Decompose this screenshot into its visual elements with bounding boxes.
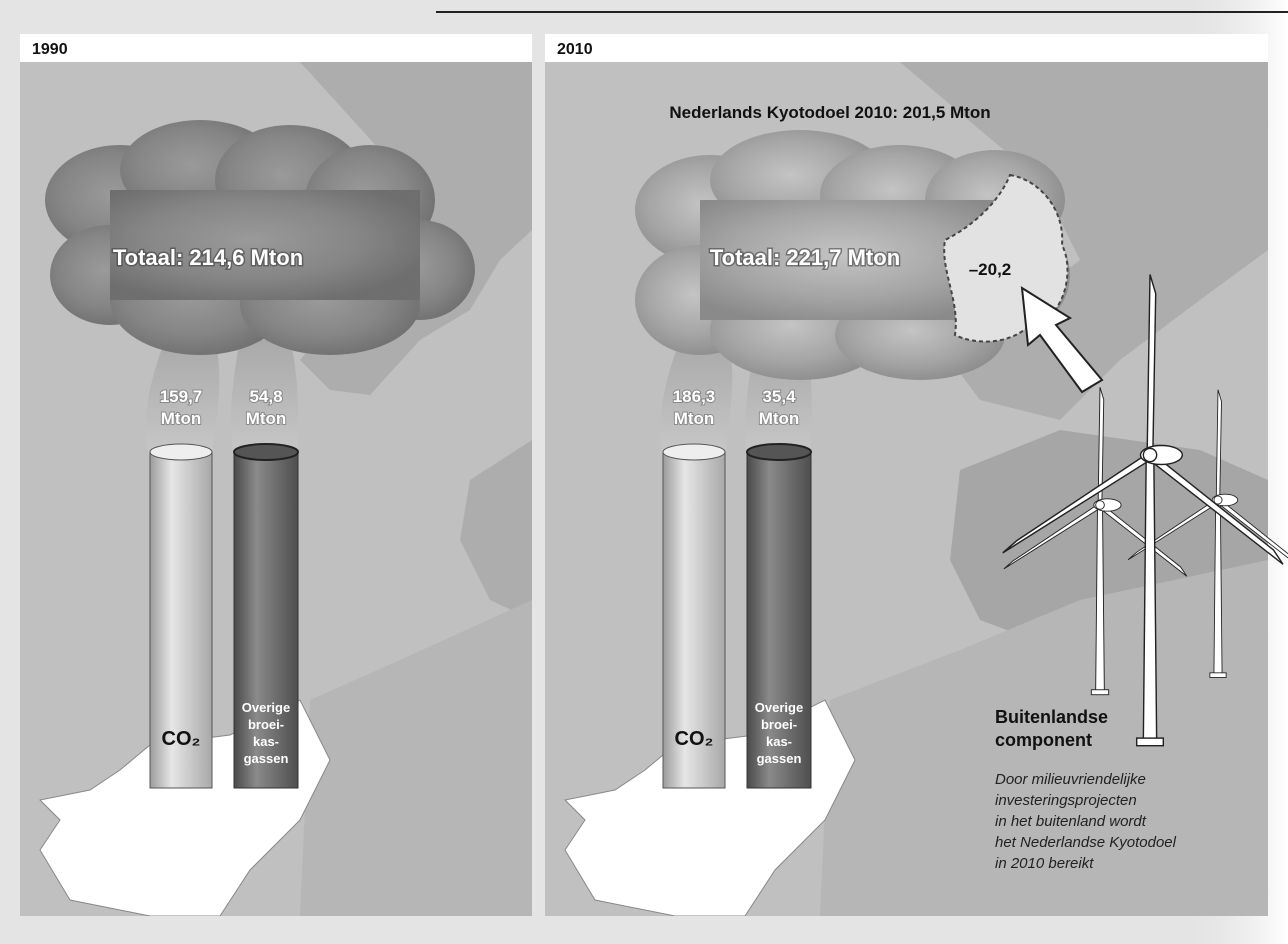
year: 1990 [32, 41, 68, 58]
chimney-label: gassen [757, 751, 802, 766]
infographic: 1990 Totaal: 214,6 Mton 159,7 Mton 54,8 … [0, 0, 1288, 944]
total: Totaal: 214,6 Mton [113, 245, 303, 270]
foreign-title: Buitenlandse [995, 707, 1108, 727]
chimney-label: Overige [755, 700, 803, 715]
foreign-description: investeringsprojecten [995, 792, 1137, 809]
foreign-description: in 2010 bereikt [995, 855, 1094, 872]
foreign-description: in het buitenland wordt [995, 813, 1147, 830]
stack-value: 186,3 [673, 387, 716, 406]
chimney-label: CO₂ [675, 728, 714, 750]
stack-unit: Mton [246, 409, 287, 428]
chimney-label: Overige [242, 700, 290, 715]
stack-value: 159,7 [160, 387, 203, 406]
chimney-label: broei- [248, 717, 284, 732]
panel-header [545, 34, 1268, 62]
chimney-label: kas- [253, 734, 279, 749]
stack-value: 54,8 [249, 387, 282, 406]
chimney-label: broei- [761, 717, 797, 732]
stack-value: 35,4 [762, 387, 796, 406]
stack-unit: Mton [759, 409, 800, 428]
total: Totaal: 221,7 Mton [710, 245, 900, 270]
panel-1990: 1990 Totaal: 214,6 Mton 159,7 Mton 54,8 … [20, 34, 532, 916]
target: Nederlands Kyotodoel 2010: 201,5 Mton [669, 103, 990, 122]
foreign-description: Door milieuvriendelijke [995, 771, 1146, 788]
foreign-description: het Nederlandse Kyotodoel [995, 834, 1177, 851]
panel-2010: 2010 Nederlands Kyotodoel 2010: 201,5 Mt… [545, 34, 1288, 916]
foreign-title: component [995, 730, 1092, 750]
chimney-label: gassen [244, 751, 289, 766]
year: 2010 [557, 41, 593, 58]
stack-unit: Mton [674, 409, 715, 428]
stack-unit: Mton [161, 409, 202, 428]
reduction: –20,2 [969, 260, 1012, 279]
chimney-label: kas- [766, 734, 792, 749]
panel-header [20, 34, 532, 62]
chimney-label: CO₂ [162, 728, 201, 750]
